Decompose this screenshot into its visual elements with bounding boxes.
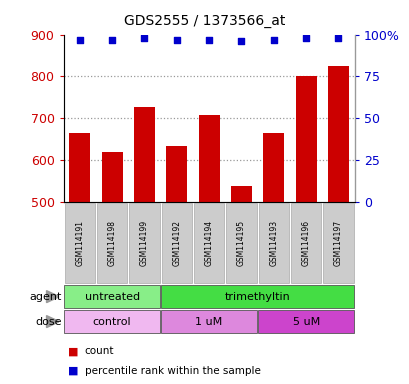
- Point: [141, 35, 147, 41]
- Text: GSM114195: GSM114195: [236, 220, 245, 266]
- Bar: [101, 152, 122, 202]
- Text: untreated: untreated: [84, 291, 139, 302]
- Text: control: control: [92, 316, 131, 327]
- Text: trimethyltin: trimethyltin: [224, 291, 290, 302]
- Text: GSM114199: GSM114199: [139, 220, 148, 266]
- Bar: [69, 133, 90, 202]
- Bar: [64, 310, 160, 333]
- Text: GSM114196: GSM114196: [301, 220, 310, 266]
- Text: GSM114198: GSM114198: [107, 220, 116, 266]
- Text: GSM114193: GSM114193: [269, 220, 278, 266]
- Point: [335, 35, 341, 41]
- Bar: [166, 146, 187, 202]
- Text: ■: ■: [67, 346, 78, 356]
- Text: count: count: [85, 346, 114, 356]
- Text: dose: dose: [35, 316, 61, 327]
- Bar: [193, 203, 224, 283]
- Bar: [161, 203, 191, 283]
- Bar: [258, 310, 353, 333]
- Bar: [198, 115, 219, 202]
- Point: [302, 35, 309, 41]
- Bar: [322, 203, 353, 283]
- Text: 1 uM: 1 uM: [195, 316, 222, 327]
- Polygon shape: [47, 316, 59, 328]
- Bar: [226, 203, 256, 283]
- Text: agent: agent: [29, 291, 61, 302]
- Point: [76, 36, 83, 43]
- Bar: [161, 285, 353, 308]
- Bar: [295, 76, 316, 202]
- Bar: [134, 107, 155, 202]
- Bar: [258, 203, 288, 283]
- Text: 5 uM: 5 uM: [292, 316, 319, 327]
- Point: [270, 36, 276, 43]
- Bar: [263, 133, 283, 202]
- Text: GSM114197: GSM114197: [333, 220, 342, 266]
- Bar: [327, 66, 348, 202]
- Bar: [64, 203, 95, 283]
- Text: GSM114194: GSM114194: [204, 220, 213, 266]
- Text: GSM114191: GSM114191: [75, 220, 84, 266]
- Bar: [97, 203, 127, 283]
- Polygon shape: [47, 291, 59, 303]
- Bar: [161, 310, 256, 333]
- Text: GDS2555 / 1373566_at: GDS2555 / 1373566_at: [124, 14, 285, 28]
- Text: GSM114192: GSM114192: [172, 220, 181, 266]
- Point: [108, 36, 115, 43]
- Point: [205, 36, 212, 43]
- Text: ■: ■: [67, 366, 78, 376]
- Text: percentile rank within the sample: percentile rank within the sample: [85, 366, 260, 376]
- Bar: [230, 186, 252, 202]
- Point: [173, 36, 180, 43]
- Bar: [290, 203, 321, 283]
- Point: [238, 38, 244, 44]
- Bar: [129, 203, 159, 283]
- Bar: [64, 285, 160, 308]
